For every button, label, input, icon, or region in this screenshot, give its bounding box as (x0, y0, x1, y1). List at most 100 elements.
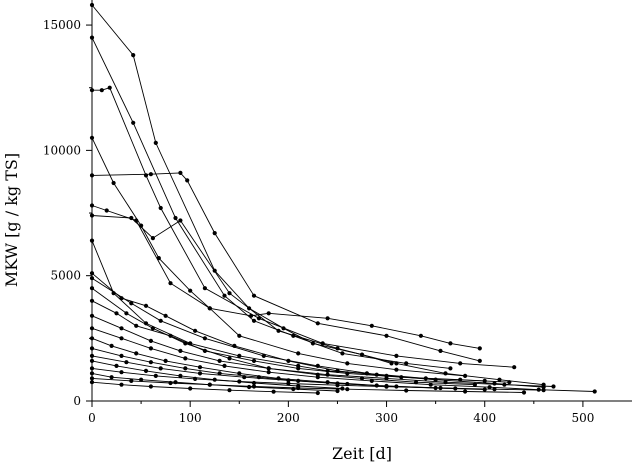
data-point (384, 376, 389, 381)
data-point (249, 313, 254, 318)
data-point (242, 375, 247, 380)
data-point (207, 306, 212, 311)
data-point (404, 361, 409, 366)
data-point (276, 328, 281, 333)
data-point (345, 371, 350, 376)
data-point (237, 353, 242, 358)
data-point (266, 370, 271, 375)
data-point (477, 346, 482, 351)
x-tick-label: 0 (88, 411, 96, 425)
data-point (99, 88, 104, 93)
data-point (315, 390, 320, 396)
data-point (124, 311, 129, 316)
data-point (251, 358, 257, 363)
data-point (153, 140, 158, 145)
data-point (163, 358, 168, 363)
series-line (91, 272, 436, 381)
data-point (153, 373, 158, 378)
data-point (345, 387, 350, 392)
data-point (592, 389, 597, 394)
data-point (129, 301, 134, 306)
data-point (163, 313, 168, 318)
data-point (492, 381, 497, 386)
data-point (222, 363, 227, 368)
data-point (143, 303, 149, 308)
data-point (183, 356, 188, 361)
data-point (129, 215, 134, 221)
data-point (168, 333, 173, 338)
data-point (150, 236, 155, 241)
series-19 (89, 366, 546, 393)
series-14 (89, 326, 597, 394)
data-point (207, 382, 212, 387)
data-point (148, 360, 153, 365)
series-line (91, 327, 595, 392)
data-point (202, 348, 207, 353)
y-tick-label: 0 (73, 394, 81, 408)
data-point (261, 353, 266, 358)
data-point (143, 368, 149, 373)
data-point (158, 366, 163, 371)
data-point (394, 367, 399, 372)
data-point (428, 382, 433, 387)
data-point (477, 358, 482, 363)
data-point (325, 380, 330, 385)
data-point (340, 386, 345, 391)
series-12 (89, 298, 512, 385)
data-point (114, 363, 119, 368)
data-point (335, 388, 340, 394)
data-point (188, 288, 193, 293)
data-point (251, 318, 257, 323)
data-point (482, 387, 487, 392)
data-point (119, 353, 124, 358)
data-point (188, 386, 193, 391)
data-point (193, 328, 198, 333)
x-tick-label: 500 (571, 411, 594, 425)
series-7 (89, 213, 546, 387)
series-line (91, 300, 510, 383)
y-tick-label: 10000 (43, 143, 81, 157)
data-point (404, 388, 409, 393)
data-point (148, 346, 153, 351)
data-point (173, 215, 178, 221)
series-5 (89, 170, 482, 363)
data-point (111, 180, 116, 186)
data-point (394, 353, 399, 358)
data-point (335, 346, 340, 351)
data-point (399, 375, 404, 380)
data-point (507, 380, 512, 385)
data-point (217, 358, 222, 363)
x-tick-label: 400 (473, 411, 496, 425)
data-point (237, 371, 242, 376)
series-line (91, 137, 466, 377)
data-point (521, 390, 527, 395)
data-point (335, 383, 340, 388)
series-1 (89, 2, 394, 366)
data-point (183, 366, 188, 371)
data-point (197, 371, 203, 376)
data-point (227, 388, 232, 393)
data-point (143, 321, 149, 326)
data-point (487, 385, 492, 390)
data-point (178, 373, 183, 378)
x-tick-label: 100 (179, 411, 202, 425)
data-point (227, 356, 232, 361)
data-point (119, 382, 124, 387)
data-point (448, 341, 453, 346)
series-2 (89, 35, 453, 371)
data-point (107, 85, 112, 90)
data-point (443, 371, 448, 376)
data-point (340, 351, 345, 356)
data-point (286, 378, 291, 383)
data-point (178, 348, 183, 353)
data-point (443, 380, 448, 385)
x-axis-label: Zeit [d] (332, 444, 392, 463)
data-point (315, 375, 320, 380)
data-point (193, 376, 198, 381)
data-point (374, 372, 379, 377)
data-point (438, 348, 443, 353)
data-point (458, 361, 463, 366)
series-21 (89, 376, 527, 395)
x-tick-label: 200 (277, 411, 300, 425)
data-point (119, 336, 124, 341)
